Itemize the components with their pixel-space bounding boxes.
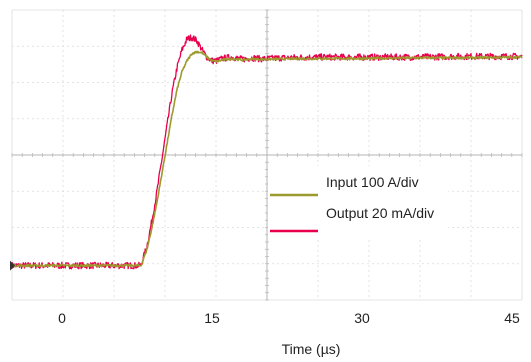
x-tick-label: 30 [354, 310, 370, 326]
x-axis-label: Time (µs) [282, 341, 341, 357]
x-tick-label: 0 [58, 310, 66, 326]
x-tick-label: 45 [504, 310, 520, 326]
legend-label-output: Output 20 mA/div [326, 205, 434, 221]
legend: Input 100 A/div Output 20 mA/div [268, 166, 448, 240]
x-tick-label: 15 [204, 310, 220, 326]
legend-label-input: Input 100 A/div [326, 174, 419, 190]
